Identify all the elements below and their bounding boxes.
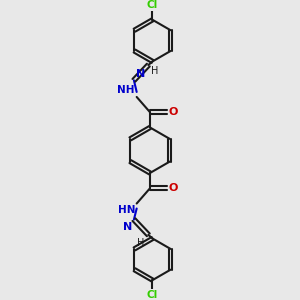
- Text: HN: HN: [118, 205, 135, 215]
- Text: H: H: [137, 238, 144, 248]
- Text: H: H: [151, 66, 158, 76]
- Text: N: N: [123, 222, 133, 232]
- Text: O: O: [168, 183, 178, 193]
- Text: Cl: Cl: [147, 290, 158, 300]
- Text: Cl: Cl: [147, 0, 158, 10]
- Text: O: O: [168, 107, 178, 117]
- Text: NH: NH: [117, 85, 134, 95]
- Text: N: N: [136, 69, 146, 79]
